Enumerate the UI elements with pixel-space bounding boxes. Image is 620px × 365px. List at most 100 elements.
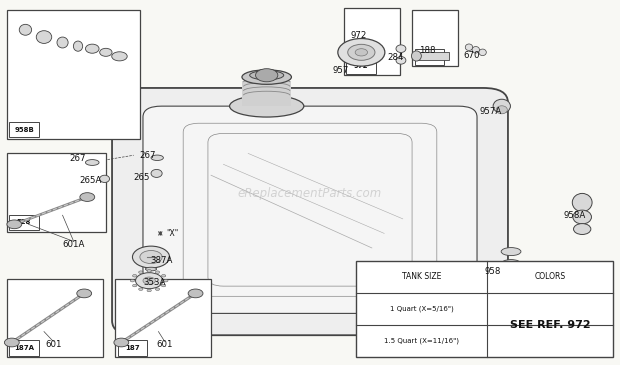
Text: 958A: 958A — [564, 211, 586, 220]
Circle shape — [136, 273, 163, 289]
Circle shape — [133, 274, 137, 277]
Text: 972: 972 — [350, 31, 366, 40]
Text: SEE REF. 972: SEE REF. 972 — [510, 320, 590, 330]
Circle shape — [7, 220, 22, 229]
Bar — [344, 8, 400, 75]
Text: 972: 972 — [354, 63, 369, 69]
Circle shape — [133, 246, 170, 268]
Circle shape — [156, 271, 160, 273]
Text: 957: 957 — [333, 66, 349, 75]
Ellipse shape — [412, 51, 422, 61]
Ellipse shape — [86, 44, 99, 53]
Ellipse shape — [19, 24, 32, 35]
Text: 957A: 957A — [479, 107, 502, 116]
Ellipse shape — [472, 46, 479, 53]
Text: 267: 267 — [70, 154, 86, 164]
Ellipse shape — [502, 260, 520, 267]
Text: "X": "X" — [167, 229, 179, 238]
Circle shape — [114, 338, 129, 347]
Text: 188: 188 — [422, 54, 436, 60]
Ellipse shape — [100, 175, 110, 182]
Text: 284: 284 — [387, 53, 404, 62]
Text: 187: 187 — [125, 345, 140, 351]
Ellipse shape — [493, 99, 510, 113]
Circle shape — [348, 44, 375, 60]
Ellipse shape — [229, 95, 304, 117]
Bar — [356, 261, 613, 357]
Ellipse shape — [146, 267, 157, 271]
FancyBboxPatch shape — [112, 88, 508, 335]
Ellipse shape — [57, 37, 68, 48]
Ellipse shape — [396, 45, 406, 53]
Text: 265A: 265A — [79, 176, 102, 185]
Ellipse shape — [86, 160, 99, 165]
Text: 1.5 Quart (X=11/16"): 1.5 Quart (X=11/16") — [384, 338, 459, 344]
Text: 267: 267 — [140, 151, 156, 160]
Text: 601A: 601A — [63, 240, 85, 249]
Text: TANK SIZE: TANK SIZE — [402, 272, 441, 281]
Circle shape — [255, 69, 278, 82]
Circle shape — [355, 49, 368, 56]
Text: 601: 601 — [156, 340, 173, 349]
Bar — [7, 279, 103, 357]
Ellipse shape — [503, 270, 519, 277]
Ellipse shape — [242, 70, 291, 84]
Ellipse shape — [250, 71, 284, 80]
Ellipse shape — [112, 52, 127, 61]
Text: 958: 958 — [484, 267, 501, 276]
Ellipse shape — [36, 31, 51, 43]
Text: eReplacementParts.com: eReplacementParts.com — [238, 187, 382, 200]
Text: 187A: 187A — [14, 345, 34, 351]
FancyBboxPatch shape — [143, 106, 477, 314]
Bar — [118, 340, 148, 356]
Bar — [9, 122, 39, 137]
Circle shape — [156, 288, 160, 291]
Ellipse shape — [574, 224, 591, 234]
Text: 353A: 353A — [143, 278, 166, 287]
Bar — [115, 279, 211, 357]
Bar — [415, 49, 445, 65]
Text: 188: 188 — [419, 46, 436, 55]
Bar — [417, 52, 448, 59]
Bar — [7, 153, 106, 231]
Text: 265: 265 — [133, 173, 150, 181]
Circle shape — [143, 277, 156, 284]
Text: COLORS: COLORS — [534, 272, 566, 281]
Ellipse shape — [73, 41, 82, 51]
Bar — [412, 10, 458, 66]
Text: 387A: 387A — [150, 256, 173, 265]
Circle shape — [133, 284, 137, 287]
Text: 670: 670 — [464, 51, 480, 60]
Ellipse shape — [151, 155, 164, 161]
Ellipse shape — [572, 193, 592, 212]
Ellipse shape — [573, 210, 591, 224]
Circle shape — [161, 274, 166, 277]
Text: 601: 601 — [45, 340, 61, 349]
Bar — [7, 10, 140, 139]
Bar — [242, 81, 291, 106]
Text: 528: 528 — [17, 219, 32, 226]
Ellipse shape — [496, 106, 507, 114]
Circle shape — [140, 250, 162, 264]
Ellipse shape — [100, 48, 112, 56]
Ellipse shape — [479, 49, 486, 55]
Circle shape — [130, 279, 135, 282]
Bar — [9, 215, 39, 230]
Text: 958B: 958B — [14, 127, 34, 133]
Circle shape — [147, 289, 151, 292]
Ellipse shape — [465, 44, 472, 50]
Ellipse shape — [396, 57, 406, 64]
Ellipse shape — [151, 169, 162, 177]
Bar — [347, 58, 376, 74]
Circle shape — [4, 338, 19, 347]
Ellipse shape — [501, 247, 521, 256]
Bar — [9, 340, 39, 356]
Circle shape — [164, 279, 168, 282]
Circle shape — [139, 271, 143, 273]
Circle shape — [338, 39, 385, 66]
Text: 1 Quart (X=5/16"): 1 Quart (X=5/16") — [390, 306, 454, 312]
Circle shape — [77, 289, 92, 298]
Circle shape — [80, 193, 95, 201]
Circle shape — [188, 289, 203, 298]
Circle shape — [147, 270, 151, 272]
